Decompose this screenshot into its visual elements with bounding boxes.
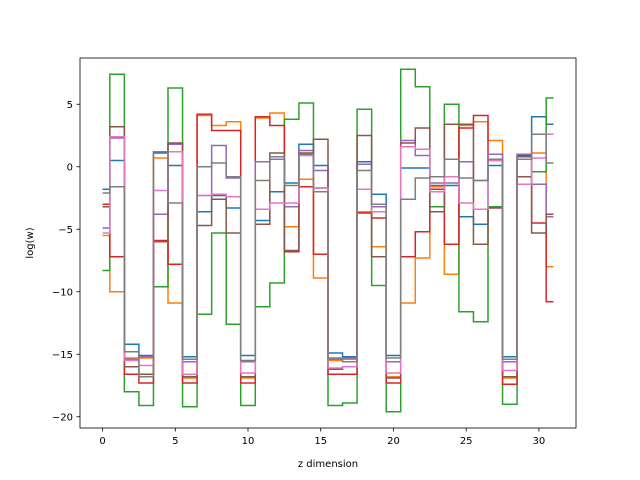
x-tick-label: 5 bbox=[172, 436, 178, 447]
series-line-0 bbox=[102, 116, 554, 358]
y-tick-label: 0 bbox=[67, 162, 73, 173]
series-layer bbox=[102, 68, 554, 413]
y-axis: −20 −15 −10 −5 0 5 bbox=[52, 100, 80, 423]
y-axis-label: log(w) bbox=[25, 227, 36, 258]
y-tick-label: −10 bbox=[52, 287, 73, 298]
x-axis: 0 5 10 15 20 25 30 bbox=[99, 428, 545, 447]
series-line-7 bbox=[102, 133, 554, 378]
plot-frame bbox=[79, 57, 577, 429]
x-tick-label: 0 bbox=[99, 436, 105, 447]
x-tick-label: 20 bbox=[387, 436, 400, 447]
x-tick-label: 30 bbox=[533, 436, 546, 447]
x-tick-label: 10 bbox=[242, 436, 255, 447]
y-tick-label: −5 bbox=[58, 225, 73, 236]
x-tick-label: 25 bbox=[460, 436, 473, 447]
y-tick-label: −20 bbox=[52, 412, 73, 423]
x-tick-label: 15 bbox=[314, 436, 327, 447]
series-line-5 bbox=[102, 123, 554, 379]
y-tick-label: 5 bbox=[67, 100, 73, 111]
x-axis-label: z dimension bbox=[298, 459, 358, 470]
y-tick-label: −15 bbox=[52, 350, 73, 361]
series-line-6 bbox=[102, 133, 554, 375]
